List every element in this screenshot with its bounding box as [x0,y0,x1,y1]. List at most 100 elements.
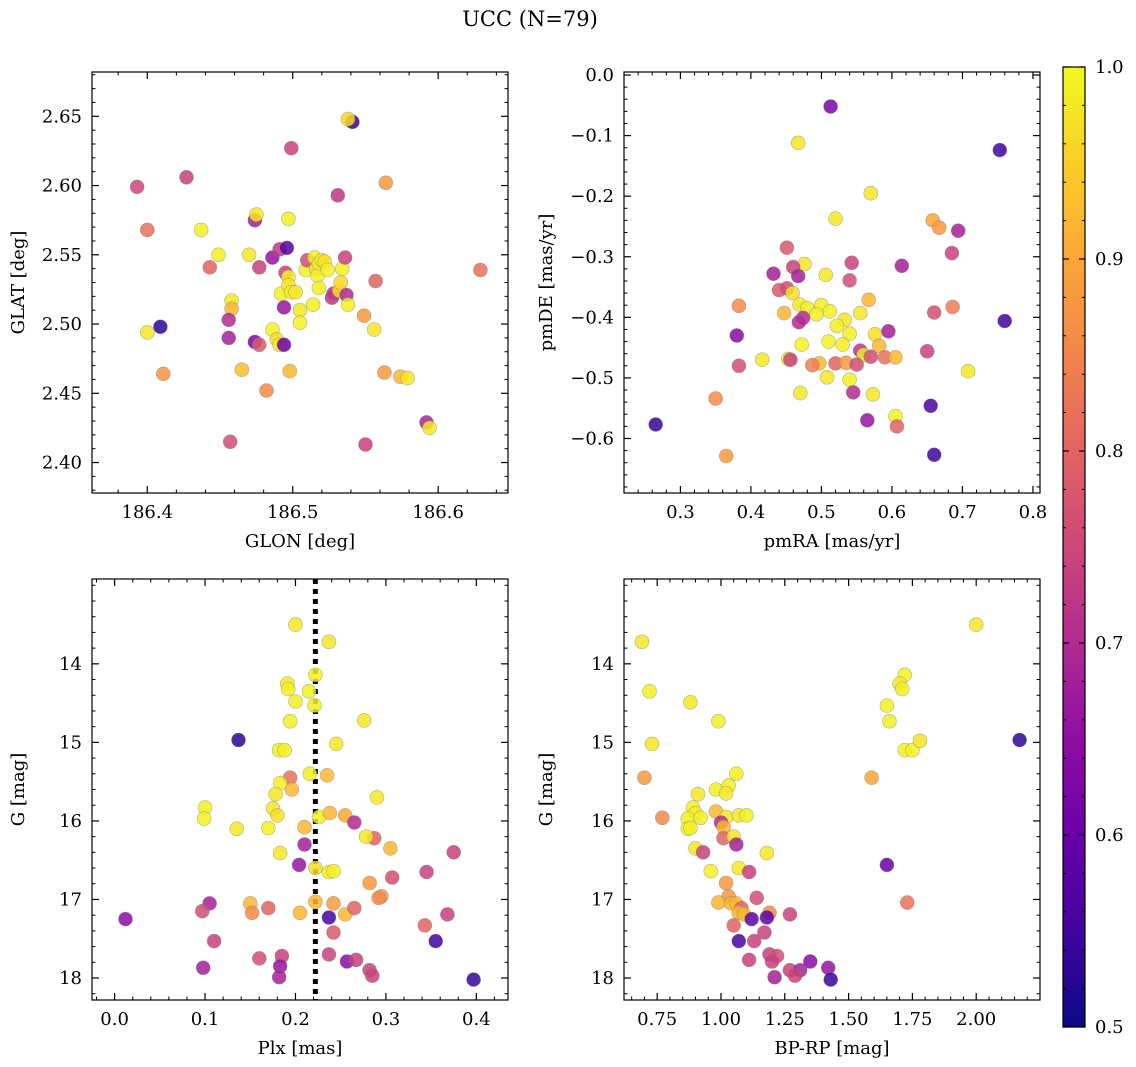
scatter-point [277,742,292,758]
scatter-point [118,911,133,927]
scatter-points [129,111,488,452]
scatter-point [889,419,905,434]
scatter-point [282,363,298,379]
scatter-point [340,297,356,313]
colorbar-tick-label: 0.5 [1095,1017,1124,1038]
scatter-point [792,385,808,401]
scatter-point [377,365,392,380]
scatter-point [302,766,318,782]
scatter-point [195,960,211,976]
scatter-point [319,768,335,783]
scatter-point [648,417,664,432]
scatter-point [346,815,362,830]
scatter-point [358,829,374,844]
y-tick-label: 0.0 [585,65,614,86]
x-tick-label: 0.2 [281,1009,310,1030]
scatter-point [153,319,168,335]
scatter-point [366,322,382,337]
scatter-point [757,925,772,940]
x-tick-label: 0.0 [100,1009,129,1030]
x-tick-label: 186.5 [267,502,319,523]
scatter-point [371,890,387,906]
axes-frame [91,578,509,1001]
scatter-point [852,305,868,321]
scatter-point [179,170,194,185]
x-tick-label: 0.5 [807,502,836,523]
scatter-point [260,900,276,916]
scatter-point [759,910,775,925]
scatter-point [899,895,915,910]
scatter-point [644,736,660,752]
scatter-point [195,903,210,919]
y-tick-label: 14 [591,654,614,675]
scatter-point [842,273,857,288]
colorbar-tick-label: 0.8 [1095,441,1124,462]
scatter-point [819,369,835,385]
scatter-point [311,280,327,296]
scatter-point [728,766,744,782]
scatter-point [196,811,212,826]
scatter-point [864,770,879,786]
figure-title: UCC (N=79) [462,7,598,31]
scatter-point [729,328,745,343]
scatter-point [440,907,455,922]
y-tick-label: 15 [59,732,82,753]
scatter-point [642,683,657,699]
scatter-point [337,250,353,265]
colorbar-gradient [1062,66,1086,1028]
scatter-point [759,845,775,861]
axes-frame [623,71,1041,494]
scatter-point [284,782,300,797]
scatter-point [321,910,337,925]
scatter-point [739,808,754,823]
scatter-point [968,617,984,632]
scatter-point [926,305,942,320]
scatter-point [288,617,303,632]
scatter-point [787,968,803,984]
y-tick-label: 2.40 [42,453,82,474]
scatter-point [291,857,307,873]
scatter-point [473,262,488,278]
scatter-point [741,952,757,968]
scatter-point [731,298,747,314]
scatter-point [297,819,312,835]
scatter-point [835,337,850,352]
scatter-point [383,841,398,856]
scatter-point [783,352,798,368]
scatter-point [276,300,292,315]
scatter-point [260,820,276,836]
scatter-point [346,900,362,916]
x-axis-label: GLON [deg] [245,531,355,552]
x-tick-label: 0.1 [191,1009,220,1030]
scatter-point [894,258,910,274]
scatter-point [746,933,762,949]
x-tick-label: 186.4 [122,502,174,523]
scatter-point [764,954,780,969]
scatter-point [321,634,337,650]
x-tick-label: 1.00 [701,1009,741,1030]
scatter-point [818,267,834,283]
scatter-point [288,284,303,300]
scatter-point [859,412,875,428]
scatter-point [244,905,260,921]
scatter-point [358,437,373,452]
scatter-point [718,448,734,464]
scatter-point [320,262,335,278]
x-tick-label: 0.3 [666,502,695,523]
scatter-point [945,299,960,315]
scatter-point [944,245,960,261]
scatter-point [369,790,385,805]
scatter-point [731,933,747,949]
scatter-point [193,222,209,238]
scatter-point [828,211,843,226]
scatter-point [863,185,879,201]
scatter-point [741,864,757,880]
scatter-point [333,275,349,290]
scatter-point [879,857,895,873]
scatter-point [823,99,838,114]
scatter-point [728,837,744,852]
scatter-point [384,870,400,885]
scatter-point [417,918,433,933]
scatter-point [882,713,897,729]
